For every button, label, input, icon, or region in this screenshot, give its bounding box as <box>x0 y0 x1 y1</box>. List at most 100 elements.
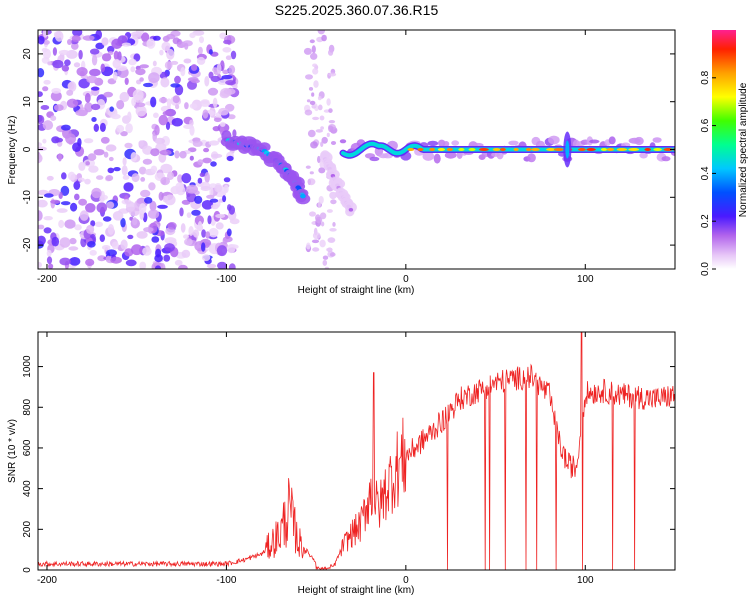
noise-blob <box>154 254 163 263</box>
tone-peak <box>644 148 651 151</box>
tone-spread <box>589 139 600 144</box>
noise-blob <box>217 261 227 269</box>
tone-spread <box>548 135 560 145</box>
colorbar-tick-label: 0.8 <box>700 70 711 84</box>
noise-blob <box>140 177 146 182</box>
noise-blob <box>192 140 203 147</box>
noise-blob <box>64 59 71 66</box>
tone-peak <box>446 148 454 151</box>
noise-blob <box>324 266 330 269</box>
noise-blob <box>307 129 316 138</box>
noise-blob <box>174 259 183 266</box>
noise-blob <box>219 121 226 127</box>
noise-blob <box>189 155 194 161</box>
colorbar-label: Normalized spectral amplitude <box>738 82 749 217</box>
noise-blob <box>320 221 325 227</box>
noise-blob <box>329 252 336 257</box>
tone-peak <box>600 148 608 151</box>
noise-blob <box>174 150 180 159</box>
noise-blob <box>208 140 220 146</box>
noise-blob <box>135 68 146 76</box>
noise-blob <box>222 237 228 245</box>
noise-blob <box>228 65 236 75</box>
noise-blob <box>56 208 68 213</box>
noise-blob <box>184 102 189 110</box>
noise-blob <box>147 209 160 219</box>
noise-blob <box>131 173 140 183</box>
noise-blob <box>91 187 102 199</box>
noise-blob <box>105 144 117 152</box>
y-tick-label: 10 <box>22 96 33 108</box>
noise-blob <box>150 165 158 173</box>
noise-blob <box>208 49 213 55</box>
noise-blob <box>130 31 143 38</box>
tone-spread <box>634 136 644 146</box>
noise-blob <box>131 97 137 107</box>
noise-blob <box>107 45 115 53</box>
noise-blob <box>65 133 76 145</box>
noise-blob <box>57 153 63 162</box>
noise-blob <box>40 105 50 110</box>
noise-blob <box>68 246 79 251</box>
noise-blob <box>194 195 203 204</box>
tone-peak <box>492 148 501 151</box>
noise-blob <box>69 257 81 266</box>
noise-blob <box>223 39 232 45</box>
y-tick-label: 0 <box>22 146 33 152</box>
colorbar: 0.0 0.2 0.4 0.6 0.8 Normalized spectral ampl… <box>700 30 749 276</box>
noise-blob <box>214 184 223 193</box>
x-tick-label: -200 <box>37 274 57 285</box>
noise-blob <box>89 249 97 256</box>
noise-blob <box>42 86 49 92</box>
noise-blob <box>38 115 45 125</box>
noise-blob <box>203 147 210 153</box>
noise-blob <box>309 171 314 175</box>
noise-blob <box>311 92 315 97</box>
noise-blob <box>58 219 65 229</box>
noise-blob <box>99 234 106 242</box>
tone-spread <box>639 152 648 159</box>
noise-blob <box>48 263 54 269</box>
y-tick-label: 600 <box>22 439 33 456</box>
noise-blob <box>128 58 137 66</box>
noise-blob <box>52 59 64 69</box>
noise-blob <box>46 175 54 181</box>
noise-blob <box>223 88 236 95</box>
burst-core <box>565 140 570 159</box>
noise-blob <box>43 216 53 221</box>
noise-blob <box>113 50 119 61</box>
noise-blob <box>90 220 96 227</box>
noise-blob <box>196 56 206 65</box>
tone-peak <box>586 148 596 151</box>
noise-blob <box>320 141 324 147</box>
noise-blob <box>43 227 52 234</box>
noise-blob <box>120 131 128 137</box>
noise-blob <box>103 151 109 158</box>
noise-blob <box>208 227 219 238</box>
snr-ylabel: SNR (10 * v/v) <box>7 419 18 483</box>
noise-blob <box>86 224 95 234</box>
noise-blob <box>127 234 134 240</box>
noise-blob <box>93 149 105 156</box>
noise-blob <box>225 80 236 86</box>
y-tick-label: -20 <box>22 237 33 252</box>
noise-blob <box>179 207 184 217</box>
noise-blob <box>74 193 80 201</box>
noise-blob <box>207 215 212 225</box>
noise-blob <box>315 129 323 133</box>
noise-blob <box>326 209 333 213</box>
noise-blob <box>133 53 141 62</box>
noise-blob <box>102 216 112 222</box>
secondary-track-core <box>348 208 354 212</box>
noise-blob <box>229 218 240 225</box>
noise-blob <box>110 113 121 120</box>
noise-blob <box>90 86 100 91</box>
noise-blob <box>208 71 214 79</box>
noise-blob <box>78 49 83 60</box>
colorbar-tick-label: 0.6 <box>700 118 711 132</box>
noise-blob <box>38 210 43 222</box>
noise-blob <box>186 212 192 219</box>
tone-peak <box>531 148 540 151</box>
noise-blob <box>175 182 185 191</box>
